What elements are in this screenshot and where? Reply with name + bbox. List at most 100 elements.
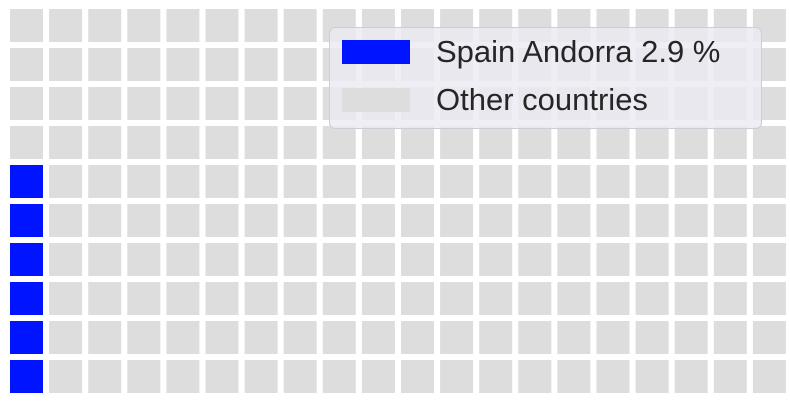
waffle-cell-other	[166, 48, 200, 81]
waffle-cell-other	[674, 360, 708, 393]
waffle-cell-other	[205, 9, 239, 42]
waffle-cell-other	[166, 126, 200, 159]
waffle-cell-other	[88, 87, 122, 120]
legend: Spain Andorra 2.9 % Other countries	[329, 27, 762, 129]
waffle-cell-other	[283, 204, 317, 237]
waffle-cell-other	[361, 282, 395, 315]
waffle-cell-other	[205, 321, 239, 354]
waffle-cell-other	[283, 360, 317, 393]
waffle-cell-other	[479, 165, 513, 198]
waffle-cell-other	[440, 165, 474, 198]
waffle-cell-other	[49, 321, 83, 354]
waffle-cell-other	[479, 204, 513, 237]
waffle-cell-other	[674, 204, 708, 237]
waffle-cell-other	[10, 126, 43, 159]
waffle-cell-other	[88, 48, 122, 81]
waffle-cell-other	[127, 243, 161, 276]
waffle-cell-other	[127, 9, 161, 42]
waffle-cell-other	[88, 204, 122, 237]
waffle-cell-other	[713, 321, 747, 354]
waffle-cell-other	[674, 282, 708, 315]
waffle-cell-other	[635, 360, 669, 393]
waffle-cell-other	[518, 321, 552, 354]
waffle-cell-other	[713, 204, 747, 237]
waffle-cell-other	[283, 282, 317, 315]
waffle-cell-other	[283, 9, 317, 42]
waffle-cell-other	[596, 321, 630, 354]
waffle-cell-other	[166, 9, 200, 42]
waffle-cell-other	[518, 243, 552, 276]
waffle-cell-other	[557, 360, 591, 393]
waffle-cell-other	[127, 321, 161, 354]
waffle-cell-other	[283, 165, 317, 198]
waffle-cell-other	[557, 204, 591, 237]
waffle-cell-other	[322, 243, 356, 276]
waffle-cell-other	[401, 360, 434, 393]
waffle-cell-other	[518, 204, 552, 237]
waffle-cell-other	[596, 204, 630, 237]
waffle-cell-other	[674, 126, 708, 159]
waffle-cell-other	[440, 204, 474, 237]
waffle-cell-other	[401, 165, 434, 198]
waffle-cell-other	[205, 204, 239, 237]
waffle-cell-other	[49, 204, 83, 237]
waffle-cell-other	[713, 282, 747, 315]
waffle-cell-other	[557, 321, 591, 354]
waffle-cell-other	[635, 204, 669, 237]
waffle-cell-other	[88, 243, 122, 276]
waffle-cell-other	[361, 204, 395, 237]
waffle-cell-other	[244, 9, 278, 42]
waffle-cell-other	[322, 204, 356, 237]
legend-swatch-other-countries	[342, 88, 410, 112]
waffle-cell-other	[49, 282, 83, 315]
waffle-cell-other	[205, 87, 239, 120]
waffle-cell-spain-andorra	[10, 243, 43, 276]
waffle-cell-other	[401, 282, 434, 315]
waffle-cell-other	[322, 360, 356, 393]
waffle-cell-other	[49, 126, 83, 159]
waffle-cell-other	[283, 321, 317, 354]
waffle-cell-other	[322, 126, 356, 159]
waffle-cell-other	[361, 321, 395, 354]
waffle-cell-other	[557, 282, 591, 315]
waffle-cell-other	[166, 204, 200, 237]
waffle-cell-other	[713, 360, 747, 393]
waffle-cell-other	[401, 321, 434, 354]
waffle-cell-other	[127, 282, 161, 315]
waffle-cell-other	[166, 165, 200, 198]
waffle-cell-other	[10, 9, 43, 42]
waffle-cell-other	[244, 165, 278, 198]
waffle-cell-spain-andorra	[10, 165, 43, 198]
waffle-cell-other	[244, 282, 278, 315]
waffle-cell-other	[283, 48, 317, 81]
waffle-cell-other	[361, 243, 395, 276]
waffle-cell-other	[166, 321, 200, 354]
waffle-cell-other	[557, 165, 591, 198]
waffle-cell-other	[518, 126, 552, 159]
waffle-cell-other	[205, 282, 239, 315]
waffle-cell-other	[518, 360, 552, 393]
waffle-cell-other	[401, 204, 434, 237]
waffle-cell-other	[166, 282, 200, 315]
waffle-cell-other	[127, 165, 161, 198]
waffle-cell-other	[596, 126, 630, 159]
waffle-cell-other	[283, 126, 317, 159]
waffle-cell-other	[752, 243, 786, 276]
waffle-cell-other	[166, 360, 200, 393]
waffle-cell-other	[596, 165, 630, 198]
waffle-cell-other	[479, 282, 513, 315]
waffle-cell-other	[401, 126, 434, 159]
waffle-cell-other	[127, 204, 161, 237]
waffle-cell-other	[322, 282, 356, 315]
waffle-cell-other	[635, 282, 669, 315]
waffle-cell-other	[479, 126, 513, 159]
waffle-cell-other	[127, 87, 161, 120]
waffle-cell-other	[283, 87, 317, 120]
waffle-cell-other	[713, 126, 747, 159]
waffle-cell-other	[10, 48, 43, 81]
waffle-cell-other	[244, 126, 278, 159]
waffle-cell-spain-andorra	[10, 204, 43, 237]
waffle-cell-other	[479, 321, 513, 354]
waffle-cell-other	[674, 321, 708, 354]
waffle-cell-other	[752, 282, 786, 315]
